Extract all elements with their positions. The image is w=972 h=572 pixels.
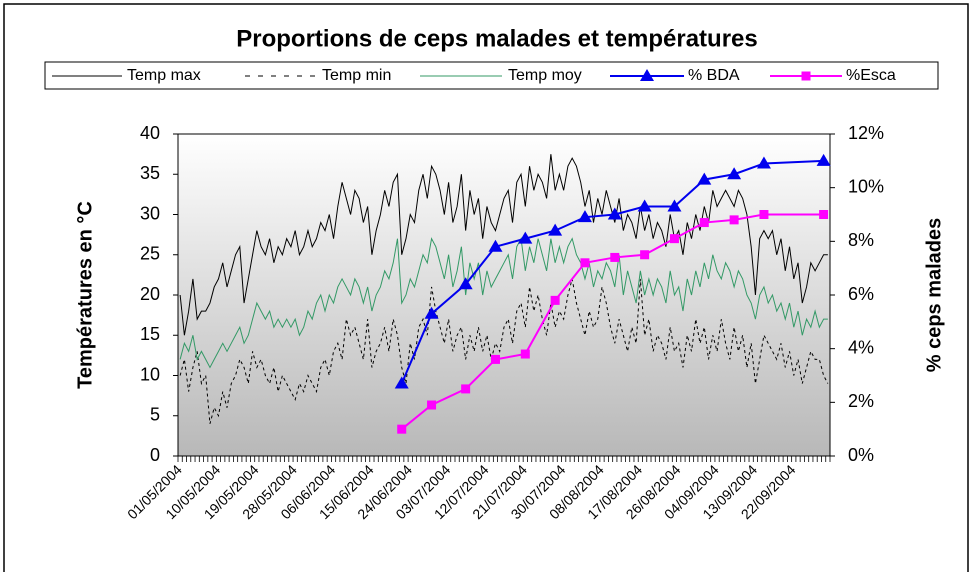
marker [488,239,503,252]
marker [801,71,811,81]
marker [640,250,650,260]
y2-tick-label: 6% [848,284,874,304]
marker [394,376,409,389]
y-tick-label: 30 [140,203,160,223]
marker [816,153,831,166]
marker [577,210,592,223]
marker [607,207,622,220]
y-tick-label: 5 [150,405,160,425]
marker [520,349,530,359]
plot-area [177,133,831,457]
y-tick-label: 15 [140,324,160,344]
y-tick-label: 25 [140,244,160,264]
marker [548,223,563,236]
y2-tick-label: 12% [848,123,884,143]
y-tick-label: 0 [150,445,160,465]
y2-tick-label: 2% [848,391,874,411]
y-tick-label: 20 [140,284,160,304]
marker [427,400,437,410]
marker [610,252,620,262]
marker [550,295,560,305]
marker [397,424,407,434]
marker [580,258,590,268]
y2-tick-label: 4% [848,337,874,357]
legend-label: Temp moy [508,67,582,84]
marker [461,384,471,394]
marker [640,69,654,81]
y2-tick-label: 8% [848,230,874,250]
legend-label: Temp max [127,67,201,84]
series-line [401,213,824,430]
marker [697,172,712,185]
series-line [179,237,828,369]
marker [756,156,771,169]
marker [667,199,682,212]
y-tick-label: 10 [140,364,160,384]
marker [729,215,739,225]
legend-label: Temp min [322,67,391,84]
marker [669,234,679,244]
marker [759,210,769,219]
marker [699,218,709,228]
legend-label: % BDA [688,67,740,84]
series-line [179,154,828,336]
chart-title: Proportions de ceps malades et températu… [236,25,758,52]
y-tick-label: 35 [140,163,160,183]
series-line [179,278,829,424]
marker [490,354,500,364]
legend-label: %Esca [846,67,896,84]
marker [424,306,439,319]
marker [637,199,652,212]
marker [819,210,829,219]
y2-axis-title: % ceps malades [923,218,945,373]
y2-tick-label: 0% [848,445,874,465]
y2-tick-label: 10% [848,176,884,196]
series-line [400,159,824,384]
marker [458,277,473,290]
marker [518,231,533,244]
y-tick-label: 40 [140,123,160,143]
y-axis-title: Températures en °C [74,201,96,389]
marker [727,167,742,180]
